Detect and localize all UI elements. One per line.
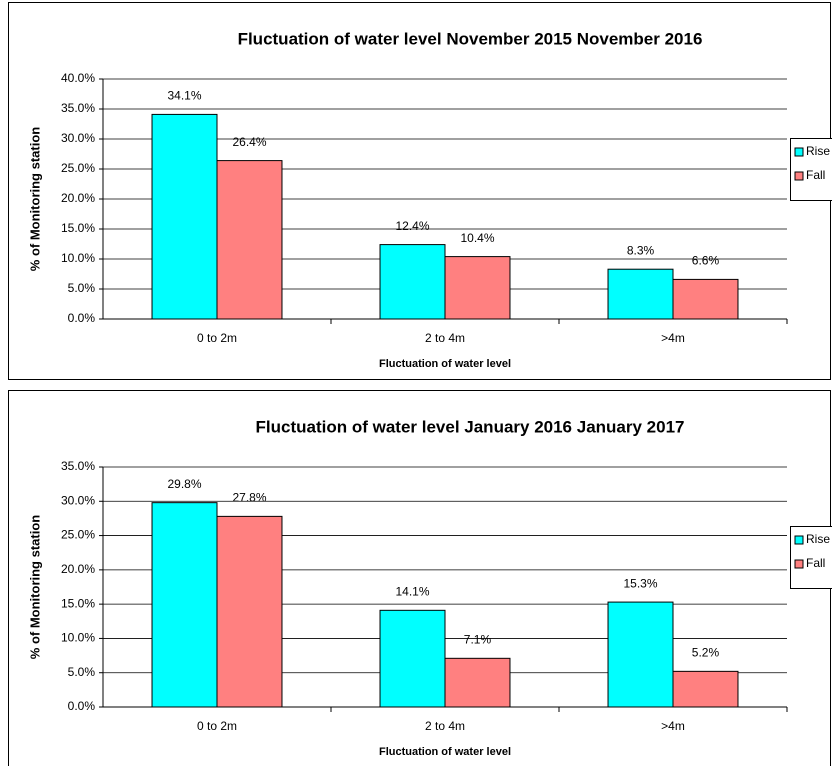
y-tick-label: 25.0%: [61, 528, 95, 542]
value-label: 5.2%: [692, 646, 720, 660]
y-tick-label: 20.0%: [61, 191, 95, 205]
legend-label: Fall: [806, 168, 825, 182]
y-axis-title: % of Monitoring station: [27, 515, 42, 659]
value-label: 8.3%: [627, 243, 655, 257]
value-label: 6.6%: [692, 254, 720, 268]
x-axis-title: Fluctuation of water level: [379, 746, 511, 758]
bar: [607, 268, 674, 320]
value-label: 27.8%: [232, 491, 266, 505]
bar: [151, 113, 218, 320]
x-tick-label: 0 to 2m: [197, 719, 237, 733]
x-tick-label: 2 to 4m: [425, 719, 465, 733]
chart-frame: [8, 2, 831, 380]
chart-frame: [8, 390, 831, 766]
chart-title: Fluctuation of water level November 2015…: [238, 29, 703, 48]
value-label: 7.1%: [464, 632, 492, 646]
bar: [444, 657, 511, 708]
x-tick-label: >4m: [661, 331, 685, 345]
y-tick-label: 40.0%: [61, 71, 95, 85]
y-tick-label: 35.0%: [61, 459, 95, 473]
legend-label: Rise: [806, 532, 830, 546]
y-tick-label: 0.0%: [68, 699, 96, 713]
x-tick-label: >4m: [661, 719, 685, 733]
y-tick-label: 15.0%: [61, 596, 95, 610]
bar: [379, 609, 446, 708]
legend-swatch: [794, 559, 804, 569]
value-label: 15.3%: [623, 576, 657, 590]
legend-swatch: [794, 535, 804, 545]
bar: [444, 256, 511, 320]
x-tick-label: 0 to 2m: [197, 331, 237, 345]
x-tick-label: 2 to 4m: [425, 331, 465, 345]
y-tick-label: 15.0%: [61, 221, 95, 235]
x-axis-title: Fluctuation of water level: [379, 358, 511, 370]
y-tick-label: 30.0%: [61, 493, 95, 507]
bar: [672, 278, 739, 320]
y-tick-label: 10.0%: [61, 631, 95, 645]
value-label: 10.4%: [460, 231, 494, 245]
bar: [151, 502, 218, 708]
bar: [216, 515, 283, 708]
legend-label: Fall: [806, 556, 825, 570]
y-tick-label: 30.0%: [61, 131, 95, 145]
y-tick-label: 20.0%: [61, 562, 95, 576]
bar: [216, 160, 283, 320]
y-tick-label: 0.0%: [68, 311, 96, 325]
bar: [379, 244, 446, 320]
value-label: 34.1%: [167, 89, 201, 103]
y-tick-label: 25.0%: [61, 161, 95, 175]
legend-label: Rise: [806, 144, 830, 158]
y-tick-label: 5.0%: [68, 281, 96, 295]
legend-swatch: [794, 147, 804, 157]
chart-title: Fluctuation of water level January 2016 …: [256, 417, 685, 436]
y-tick-label: 5.0%: [68, 665, 96, 679]
y-tick-label: 10.0%: [61, 251, 95, 265]
value-label: 29.8%: [167, 477, 201, 491]
y-tick-label: 35.0%: [61, 101, 95, 115]
bar: [672, 670, 739, 708]
bar: [607, 601, 674, 708]
value-label: 26.4%: [232, 135, 266, 149]
value-label: 12.4%: [395, 219, 429, 233]
value-label: 14.1%: [395, 584, 429, 598]
legend-swatch: [794, 171, 804, 181]
y-axis-title: % of Monitoring station: [27, 127, 42, 271]
